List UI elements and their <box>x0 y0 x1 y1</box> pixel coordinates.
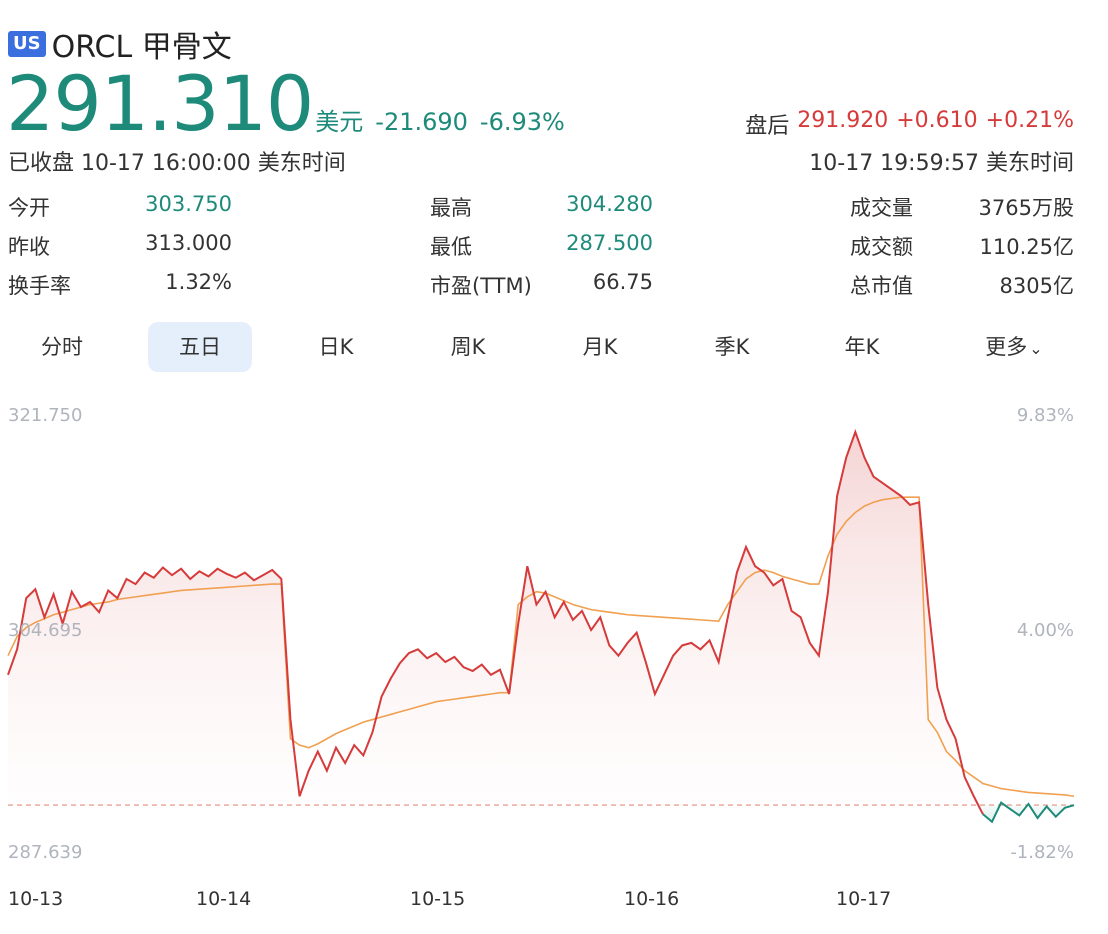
stock-title: ORCL 甲骨文 <box>51 30 232 65</box>
chevron-down-icon: ⌄ <box>1029 339 1043 358</box>
tab-intraday[interactable]: 分时 <box>41 335 83 359</box>
tab-weekly-k[interactable]: 周K <box>450 335 486 359</box>
stat-value-open: 303.750 <box>145 192 232 216</box>
x-axis-label: 10-16 <box>624 888 680 910</box>
tab-five-day[interactable]: 五日 <box>148 322 252 372</box>
tab-yearly-k[interactable]: 年K <box>844 335 880 359</box>
after-hours-quote: 盘后 291.920 +0.610 +0.21% <box>745 108 1074 140</box>
y-axis-label-top: 321.750 <box>8 405 83 426</box>
price-change: -21.690 <box>375 108 468 136</box>
five-day-chart: 321.750 304.695 287.639 9.83% 4.00% -1.8… <box>0 380 1108 880</box>
tab-more[interactable]: 更多 ⌄ <box>962 322 1066 372</box>
stat-value-low: 287.500 <box>566 231 653 255</box>
stat-value-turnover-rate: 1.32% <box>165 270 232 294</box>
price-area-up <box>8 431 983 815</box>
after-hours-time: 10-17 19:59:57 美东时间 <box>809 151 1074 176</box>
average-price-line <box>7 496 1075 798</box>
y-axis-label-bottom: 287.639 <box>8 842 83 863</box>
x-axis-label: 10-14 <box>196 888 252 910</box>
price-row: 291.310 美元 -21.690 -6.93% <box>6 64 565 144</box>
y-axis-label-mid: 304.695 <box>8 620 83 641</box>
stats-row: 换手率 1.32% 市盈(TTM) 66.75 总市值 8305亿 <box>8 270 1074 302</box>
market-badge: US <box>8 31 46 57</box>
tab-quarterly-k[interactable]: 季K <box>714 335 750 359</box>
price-unit: 美元 <box>315 108 364 136</box>
y-axis-pct-mid: 4.00% <box>1016 620 1074 641</box>
x-axis-label: 10-17 <box>836 888 892 910</box>
last-price: 291.310 <box>6 59 314 148</box>
quote-header: US ORCL 甲骨文 <box>8 22 232 66</box>
stats-grid: 今开 303.750 最高 304.280 成交量 3765万股 昨收 313.… <box>8 192 1074 312</box>
after-hours-change: +0.610 <box>896 108 978 133</box>
x-axis-label: 10-15 <box>410 888 466 910</box>
tab-daily-k[interactable]: 日K <box>318 335 354 359</box>
stat-label-market-cap: 总市值 <box>850 274 913 298</box>
price-line-up <box>7 428 984 815</box>
period-tabs: 分时 五日 日K 周K 月K 季K 年K 更多 ⌄ <box>0 322 1108 374</box>
stat-value-high: 304.280 <box>566 192 653 216</box>
stat-label-pe: 市盈(TTM) <box>430 274 532 298</box>
stat-label-turnover: 成交额 <box>850 235 913 259</box>
price-area-down <box>982 802 1074 822</box>
stat-label-high: 最高 <box>430 196 472 220</box>
stats-row: 今开 303.750 最高 304.280 成交量 3765万股 <box>8 192 1074 224</box>
chart-canvas <box>7 428 1075 824</box>
stat-value-turnover: 110.25亿 <box>979 235 1074 259</box>
after-hours-label: 盘后 <box>745 114 790 139</box>
close-status: 已收盘 10-17 16:00:00 美东时间 <box>8 151 346 176</box>
stat-value-prev-close: 313.000 <box>145 231 232 255</box>
stat-value-pe: 66.75 <box>592 270 653 294</box>
stat-value-market-cap: 8305亿 <box>999 274 1074 298</box>
price-line-down <box>982 801 1075 824</box>
tab-more-label: 更多 <box>985 335 1028 359</box>
y-axis-pct-top: 9.83% <box>1016 405 1074 426</box>
after-hours-pct: +0.21% <box>985 108 1074 133</box>
tab-monthly-k[interactable]: 月K <box>582 335 618 359</box>
stat-label-volume: 成交量 <box>850 196 913 220</box>
stats-row: 昨收 313.000 最低 287.500 成交额 110.25亿 <box>8 231 1074 263</box>
y-axis-pct-bottom: -1.82% <box>1010 842 1074 863</box>
x-axis-label: 10-13 <box>8 888 64 910</box>
stat-label-low: 最低 <box>430 235 472 259</box>
stat-label-prev-close: 昨收 <box>8 235 50 259</box>
stat-label-open: 今开 <box>8 196 50 220</box>
price-change-pct: -6.93% <box>479 108 565 136</box>
stat-value-volume: 3765万股 <box>978 196 1074 220</box>
after-hours-price: 291.920 <box>797 108 889 133</box>
stat-label-turnover-rate: 换手率 <box>8 274 71 298</box>
